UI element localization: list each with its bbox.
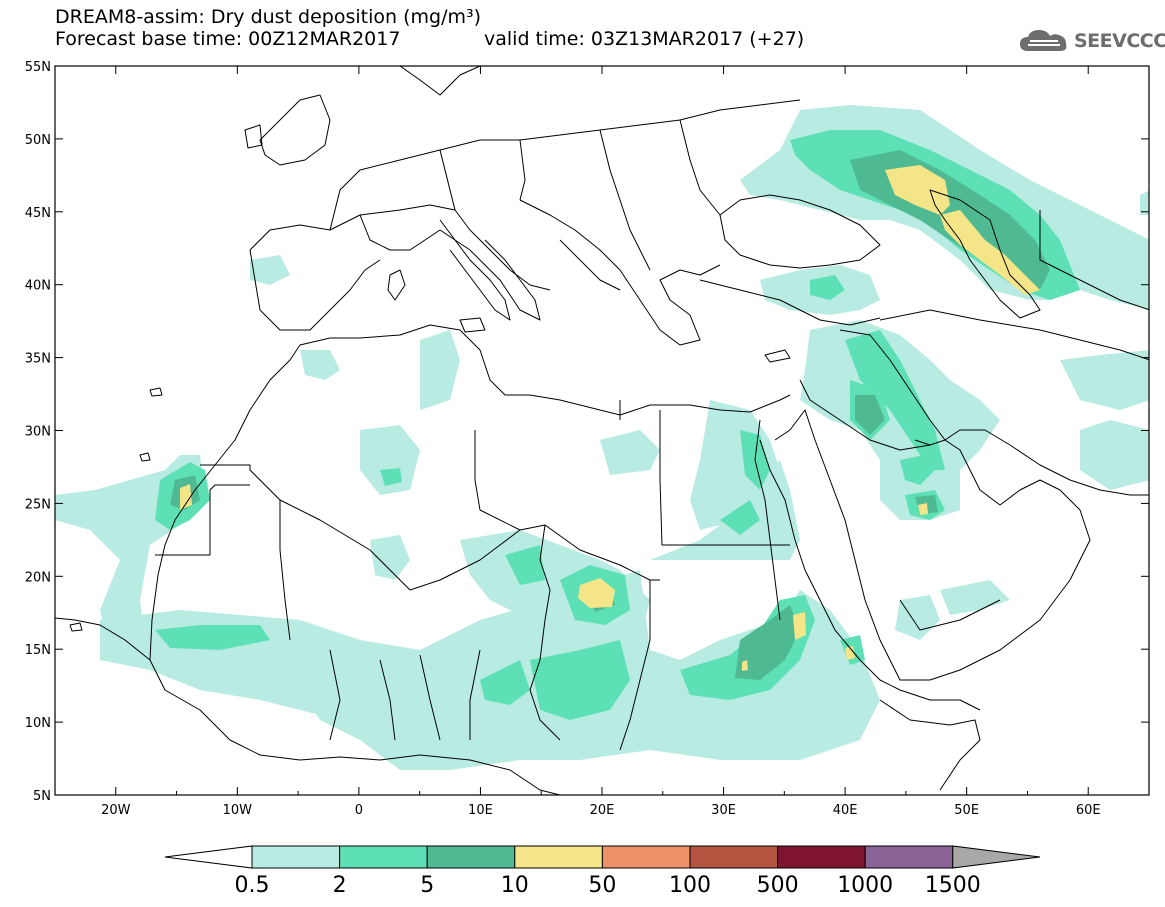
lat-tick-label: 50N <box>25 133 51 148</box>
colorbar-swatch <box>426 845 516 869</box>
colorbar-label: 0.5 <box>235 873 270 898</box>
lon-tick-label: 0 <box>355 803 363 818</box>
colorbar-swatch <box>689 845 779 869</box>
dust-field <box>55 105 1149 770</box>
lon-tick-label: 50E <box>954 803 979 818</box>
colorbar-swatch <box>777 845 866 869</box>
forecast-base-time: Forecast base time: 00Z12MAR2017 <box>55 28 401 50</box>
lon-tick-label: 20W <box>101 803 131 818</box>
colorbar-label: 100 <box>669 873 711 898</box>
lat-tick-label: 35N <box>25 352 51 367</box>
colorbar-under-triangle <box>164 845 253 869</box>
lon-tick-label: 10E <box>468 803 493 818</box>
colorbar-label: 10 <box>501 873 529 898</box>
lat-tick-label: 45N <box>25 206 51 221</box>
lat-tick-label: 15N <box>25 643 51 658</box>
colorbar-label: 2 <box>333 873 347 898</box>
valid-time: valid time: 03Z13MAR2017 (+27) <box>484 28 805 50</box>
colorbar-label: 5 <box>420 873 434 898</box>
lat-tick-label: 25N <box>25 497 51 512</box>
cloud-icon <box>1020 30 1067 51</box>
colorbar-swatch <box>514 845 603 869</box>
lat-tick-label: 10N <box>25 716 51 731</box>
lat-tick-label: 20N <box>25 570 51 585</box>
coastlines <box>55 66 1149 795</box>
longitude-axis: 20W 10W 0 10E 20E 30E 40E 50E 60E <box>54 66 1150 818</box>
map-title: DREAM8-assim: Dry dust deposition (mg/m³… <box>55 6 482 28</box>
lon-tick-label: 30E <box>711 803 736 818</box>
colorbar-label: 1000 <box>837 873 893 898</box>
colorbar-swatch <box>864 845 954 869</box>
colorbar-swatch <box>601 845 691 869</box>
colorbar-swatch <box>339 845 428 869</box>
colorbar-over-triangle <box>952 845 1041 869</box>
colorbar-label: 50 <box>588 873 616 898</box>
lat-tick-label: 5N <box>33 789 51 804</box>
lat-tick-label: 40N <box>25 279 51 294</box>
lat-tick-label: 55N <box>25 60 51 75</box>
colorbar: 0.5 2 5 10 50 100 500 1000 1500 <box>164 845 1041 898</box>
latitude-axis: 55N 50N 45N 40N 35N 30N 25N 20N 15N 10N 5N <box>25 60 1149 804</box>
lon-tick-label: 40E <box>833 803 858 818</box>
colorbar-swatch <box>251 845 341 869</box>
lon-tick-label: 60E <box>1076 803 1101 818</box>
colorbar-label: 500 <box>757 873 799 898</box>
lon-tick-label: 20E <box>590 803 615 818</box>
seevccc-logo: SEEVCCC <box>1018 26 1165 56</box>
logo-text: SEEVCCC <box>1074 30 1165 52</box>
lon-tick-label: 10W <box>223 803 253 818</box>
lat-tick-label: 30N <box>25 425 51 440</box>
colorbar-label: 1500 <box>925 873 981 898</box>
